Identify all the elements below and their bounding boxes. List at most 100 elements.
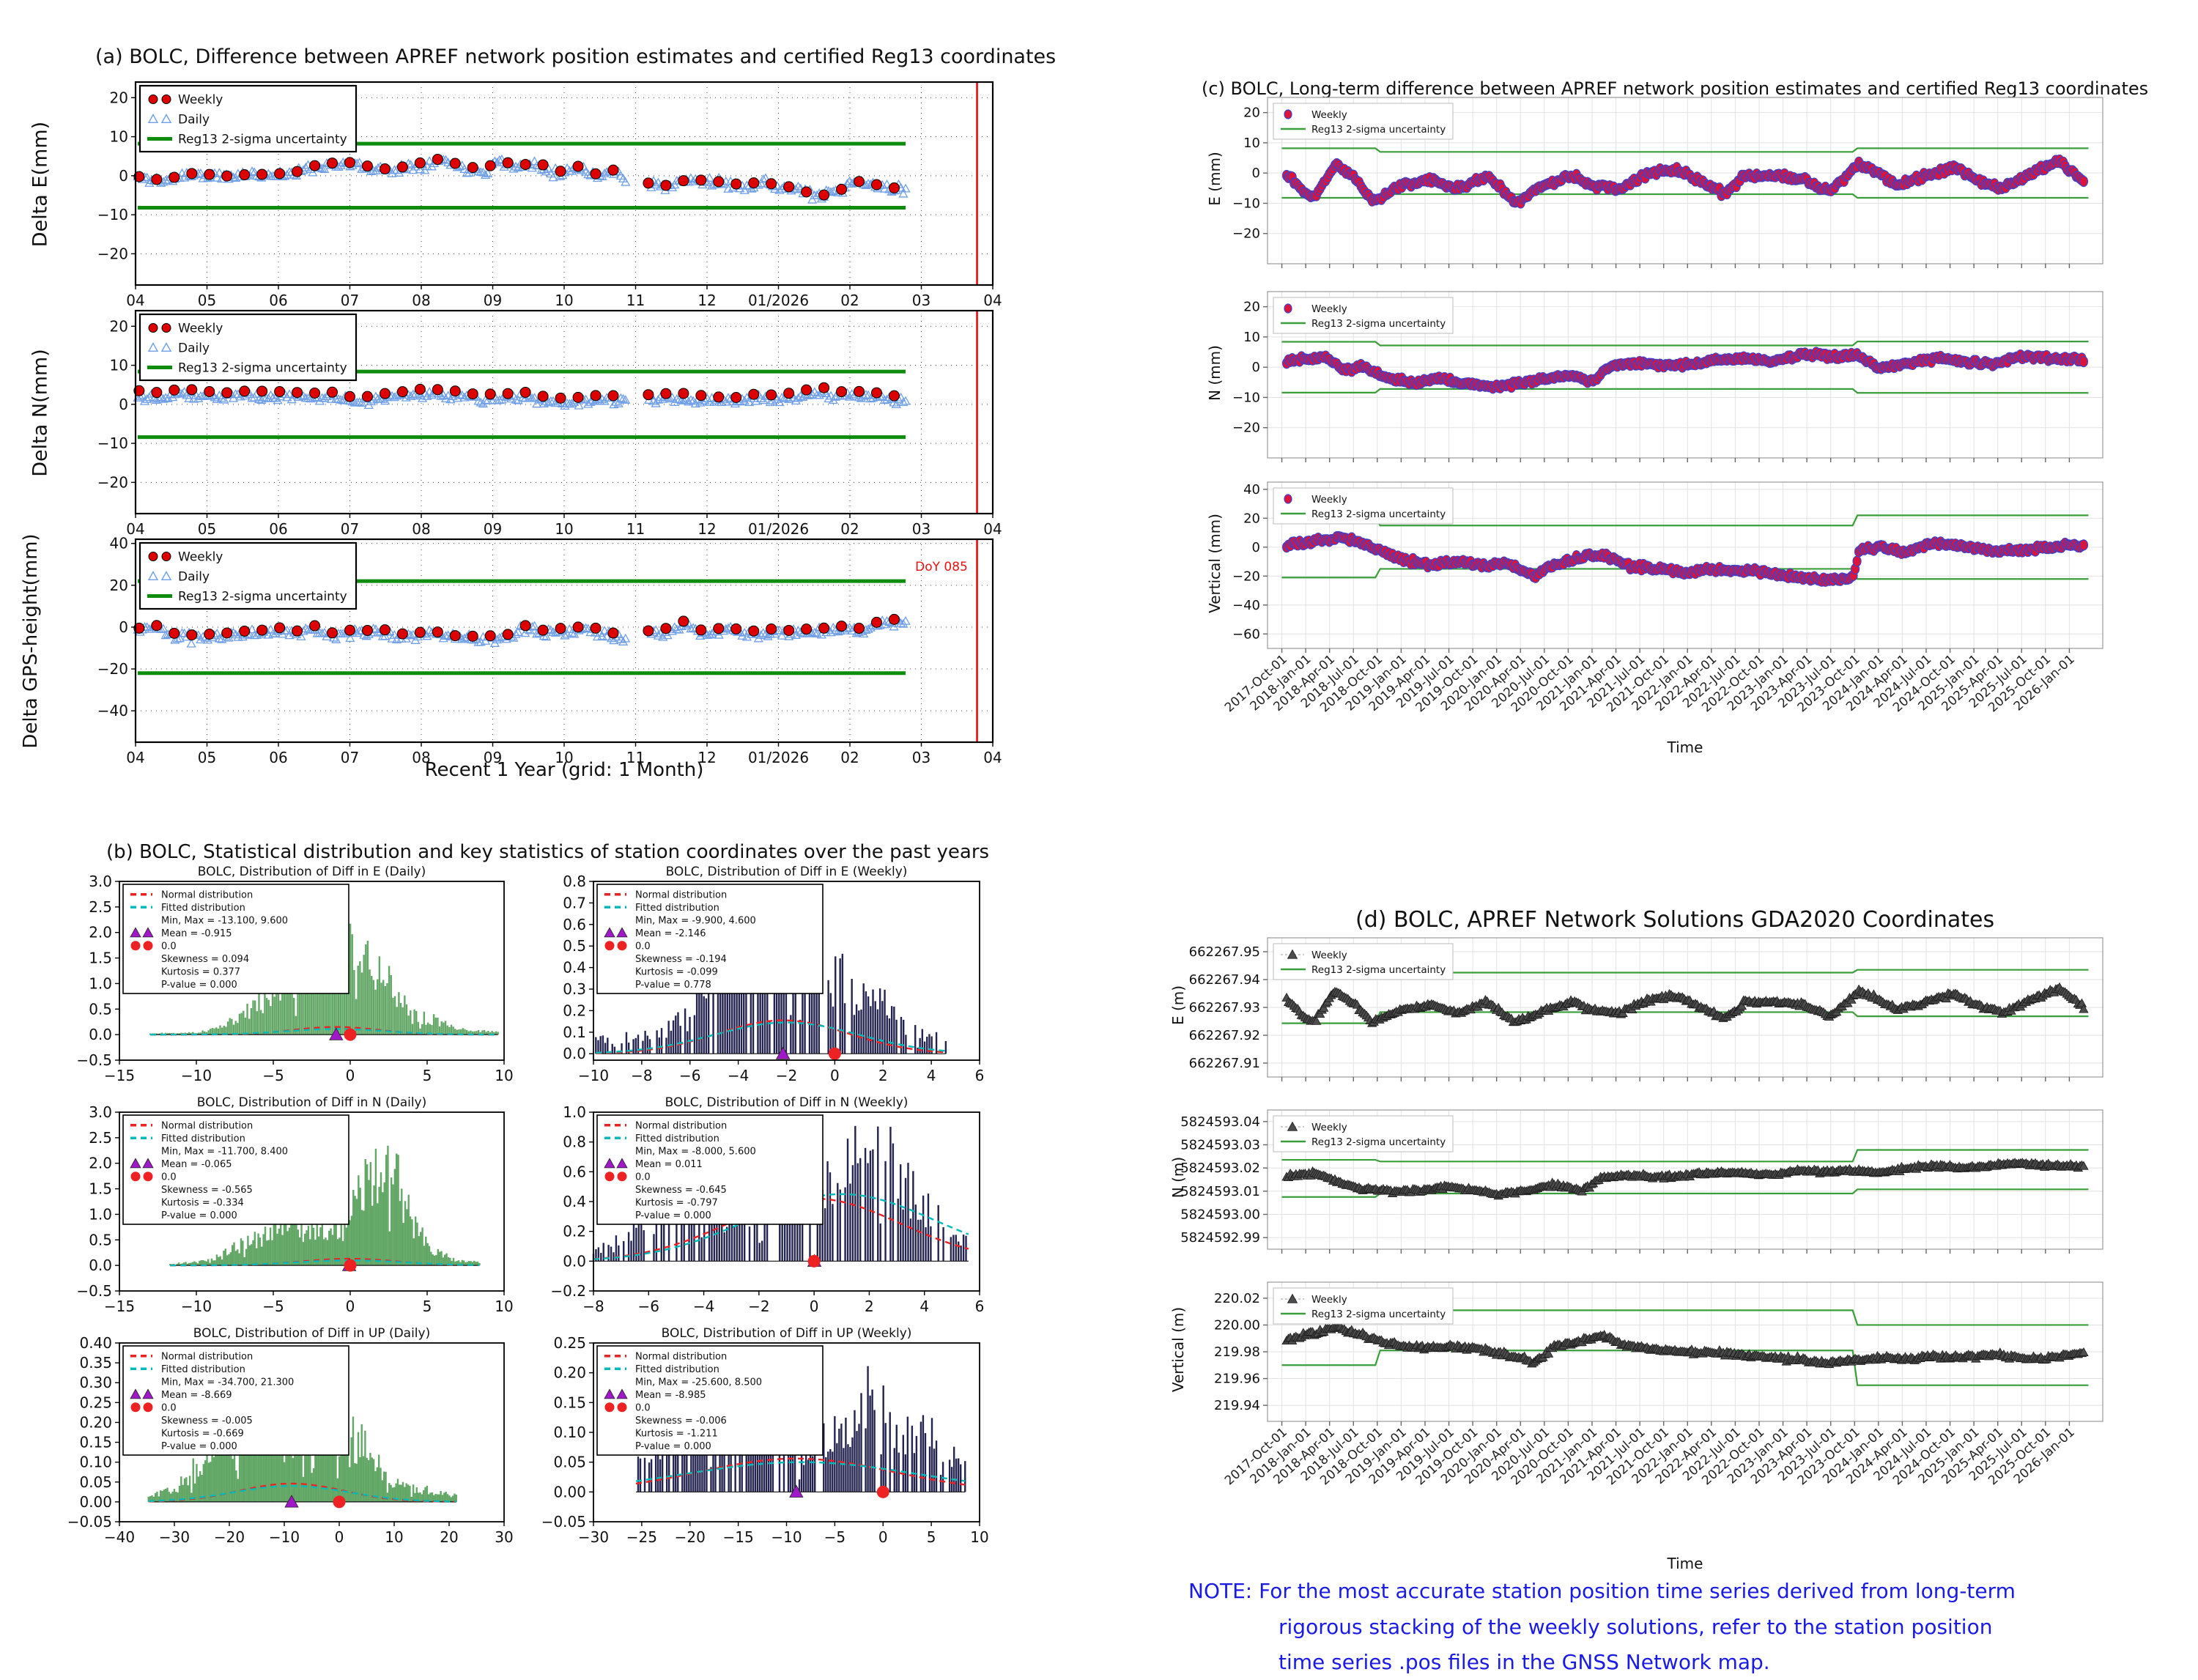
svg-text:5824593.03: 5824593.03 <box>1180 1138 1260 1153</box>
svg-text:−20: −20 <box>675 1528 706 1546</box>
svg-text:Min, Max = -9.900, 4.600: Min, Max = -9.900, 4.600 <box>635 915 756 926</box>
svg-text:Reg13 2-sigma uncertainty: Reg13 2-sigma uncertainty <box>178 133 347 147</box>
svg-text:1.0: 1.0 <box>89 974 112 992</box>
svg-text:662267.92: 662267.92 <box>1189 1028 1260 1043</box>
svg-text:0.05: 0.05 <box>553 1454 586 1471</box>
svg-text:Fitted distribution: Fitted distribution <box>635 1364 719 1375</box>
svg-text:0.40: 0.40 <box>79 1334 112 1352</box>
svg-text:Fitted distribution: Fitted distribution <box>635 903 719 914</box>
svg-text:−0.5: −0.5 <box>76 1282 112 1300</box>
svg-text:0: 0 <box>119 396 128 413</box>
svg-text:20: 20 <box>1243 300 1260 315</box>
svg-text:20: 20 <box>440 1528 458 1546</box>
svg-text:0.8: 0.8 <box>563 873 586 890</box>
svg-text:Skewness = -0.565: Skewness = -0.565 <box>161 1185 253 1196</box>
svg-text:−15: −15 <box>723 1528 754 1546</box>
c1-chart: 20 10 0 −10 −20 Weekly Reg13 2-sigma uncertain… <box>1232 97 2103 268</box>
svg-text:Reg13 2-sigma uncertainty: Reg13 2-sigma uncertainty <box>178 361 347 376</box>
svg-text:Fitted distribution: Fitted distribution <box>161 1364 245 1375</box>
panel-c-xlabel: Time <box>1667 739 1703 756</box>
svg-text:BOLC, Distribution of Diff in: BOLC, Distribution of Diff in UP (Daily) <box>193 1326 430 1341</box>
svg-text:−4: −4 <box>728 1067 749 1084</box>
svg-text:−60: −60 <box>1232 626 1260 642</box>
svg-text:10: 10 <box>495 1298 513 1315</box>
svg-text:0: 0 <box>346 1067 355 1084</box>
svg-text:662267.94: 662267.94 <box>1189 972 1260 988</box>
legend: Weekly Reg13 2-sigma uncertainty <box>1273 943 1454 980</box>
svg-text:−10: −10 <box>578 1067 609 1084</box>
svg-text:−20: −20 <box>97 473 128 491</box>
svg-text:1.5: 1.5 <box>89 950 112 967</box>
svg-text:Reg13 2-sigma uncertainty: Reg13 2-sigma uncertainty <box>1311 508 1446 520</box>
svg-text:2.0: 2.0 <box>89 924 112 941</box>
svg-text:07: 07 <box>341 292 359 309</box>
svg-text:Weekly: Weekly <box>1311 494 1347 506</box>
svg-text:−20: −20 <box>97 660 128 678</box>
svg-text:5: 5 <box>423 1298 432 1315</box>
svg-text:0.6: 0.6 <box>563 1163 586 1180</box>
svg-text:0.30: 0.30 <box>79 1374 112 1391</box>
b6-histogram: BOLC, Distribution of Diff in UP (Weekly… <box>541 1326 989 1546</box>
svg-text:−40: −40 <box>97 702 128 719</box>
svg-text:0.0: 0.0 <box>161 1402 177 1413</box>
svg-text:BOLC, Distribution of Diff in: BOLC, Distribution of Diff in E (Weekly) <box>666 865 908 879</box>
svg-text:12: 12 <box>697 520 716 538</box>
svg-text:−15: −15 <box>104 1067 135 1084</box>
svg-text:2: 2 <box>865 1298 874 1315</box>
panel-a-xlabel: Recent 1 Year (grid: 1 Month) <box>424 759 704 781</box>
svg-text:07: 07 <box>341 520 359 538</box>
svg-text:−2: −2 <box>776 1067 797 1084</box>
svg-text:Mean = -0.915: Mean = -0.915 <box>161 928 232 939</box>
svg-text:12: 12 <box>697 292 716 309</box>
svg-text:Min, Max = -34.700, 21.300: Min, Max = -34.700, 21.300 <box>161 1377 294 1388</box>
svg-text:0: 0 <box>335 1528 344 1546</box>
svg-text:04: 04 <box>983 749 1002 766</box>
svg-text:Normal distribution: Normal distribution <box>161 889 253 900</box>
svg-text:08: 08 <box>412 520 430 538</box>
svg-text:0.4: 0.4 <box>563 959 586 977</box>
svg-text:04: 04 <box>126 292 144 309</box>
legend: Normal distribution Fitted distribution Mi… <box>122 1114 349 1225</box>
svg-text:0.25: 0.25 <box>553 1334 586 1352</box>
svg-text:6: 6 <box>975 1298 985 1315</box>
svg-text:Reg13 2-sigma uncertainty: Reg13 2-sigma uncertainty <box>1311 124 1446 136</box>
svg-text:6: 6 <box>975 1067 985 1084</box>
svg-text:−15: −15 <box>104 1298 135 1315</box>
svg-text:−0.5: −0.5 <box>76 1051 112 1069</box>
svg-text:20: 20 <box>110 89 128 106</box>
svg-text:Weekly: Weekly <box>1311 1122 1347 1133</box>
svg-text:0.0: 0.0 <box>563 1045 586 1062</box>
svg-text:Normal distribution: Normal distribution <box>635 1120 727 1131</box>
svg-text:P-value = 0.778: P-value = 0.778 <box>635 980 711 991</box>
svg-text:0: 0 <box>119 167 128 185</box>
svg-text:Normal distribution: Normal distribution <box>161 1120 253 1131</box>
b3-histogram: BOLC, Distribution of Diff in N (Daily) −… <box>76 1095 513 1315</box>
svg-text:05: 05 <box>198 292 216 309</box>
svg-text:0.2: 0.2 <box>563 1002 586 1019</box>
svg-text:−25: −25 <box>626 1528 657 1546</box>
note-line-3: time series .pos files in the GNSS Netwo… <box>1279 1650 1770 1674</box>
svg-text:Kurtosis = -0.669: Kurtosis = -0.669 <box>161 1428 244 1439</box>
svg-text:0: 0 <box>1252 166 1260 181</box>
svg-text:0: 0 <box>878 1528 888 1546</box>
svg-text:0: 0 <box>1252 540 1260 555</box>
svg-text:2.0: 2.0 <box>89 1155 112 1172</box>
svg-text:0.10: 0.10 <box>79 1454 112 1471</box>
svg-text:P-value = 0.000: P-value = 0.000 <box>161 1210 237 1221</box>
svg-text:0.20: 0.20 <box>553 1364 586 1382</box>
note-line-1: NOTE: For the most accurate station posi… <box>1188 1579 2016 1603</box>
svg-text:Normal distribution: Normal distribution <box>635 889 727 900</box>
svg-text:Weekly: Weekly <box>178 93 223 108</box>
svg-text:662267.93: 662267.93 <box>1189 1000 1260 1015</box>
svg-text:Min, Max = -8.000, 5.600: Min, Max = -8.000, 5.600 <box>635 1146 756 1157</box>
svg-text:Reg13 2-sigma uncertainty: Reg13 2-sigma uncertainty <box>178 590 347 604</box>
svg-text:5824593.04: 5824593.04 <box>1180 1114 1260 1130</box>
svg-text:0: 0 <box>1252 360 1260 375</box>
legend: Normal distribution Fitted distribution Mi… <box>596 1114 824 1225</box>
svg-text:0.0: 0.0 <box>89 1257 112 1274</box>
svg-text:Min, Max = -11.700, 8.400: Min, Max = -11.700, 8.400 <box>161 1146 288 1157</box>
svg-text:−5: −5 <box>262 1298 284 1315</box>
svg-text:06: 06 <box>269 520 287 538</box>
svg-text:02: 02 <box>840 520 859 538</box>
